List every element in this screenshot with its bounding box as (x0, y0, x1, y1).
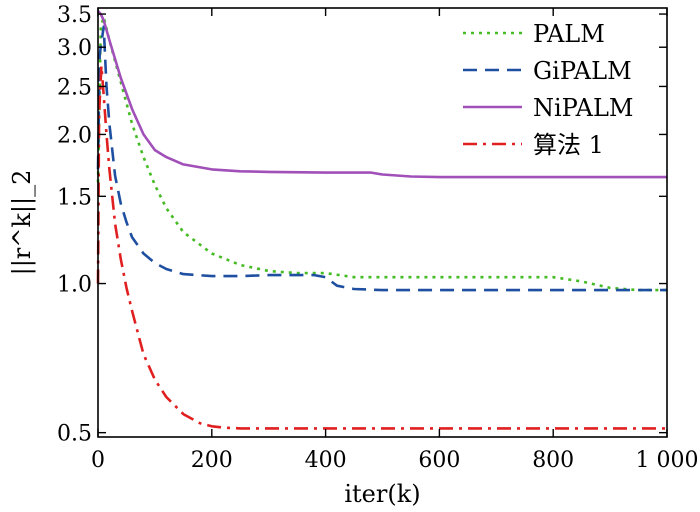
x-tick-label: 600 (418, 448, 460, 473)
y-axis-label: ||r^k||_2 (8, 170, 37, 276)
y-tick-label: 1.5 (57, 185, 92, 210)
x-tick-label: 200 (191, 448, 233, 473)
x-tick-label: 0 (91, 448, 105, 473)
y-tick-label: 2.5 (57, 75, 92, 100)
x-tick-label: 800 (532, 448, 574, 473)
legend-label-1: GiPALM (533, 57, 632, 85)
legend-label-0: PALM (533, 20, 605, 48)
series-line-3 (96, 64, 667, 430)
series-layer (96, 10, 667, 430)
plot-frame (97, 7, 668, 438)
y-tick-label: 3.0 (57, 36, 92, 61)
series-line-1 (96, 25, 667, 292)
y-tick-label: 1.0 (57, 273, 92, 298)
x-tick-label: 1 000 (636, 448, 699, 473)
legend-label-3: 算法 1 (533, 131, 604, 159)
series-line-2 (97, 10, 667, 179)
x-axis-label: iter(k) (344, 480, 420, 508)
legend-label-2: NiPALM (533, 94, 633, 122)
x-tick-label: 400 (305, 448, 347, 473)
y-tick-label: 0.5 (57, 422, 92, 447)
ticks-layer: 0 200 400 600 800 1 000 0.5 1.0 1.5 2.0 2.5 3.0 3.5 (57, 3, 698, 473)
legend: PALM GiPALM NiPALM 算法 1 (463, 20, 633, 159)
y-tick-label: 3.5 (57, 3, 92, 28)
y-tick-label: 2.0 (57, 123, 92, 148)
